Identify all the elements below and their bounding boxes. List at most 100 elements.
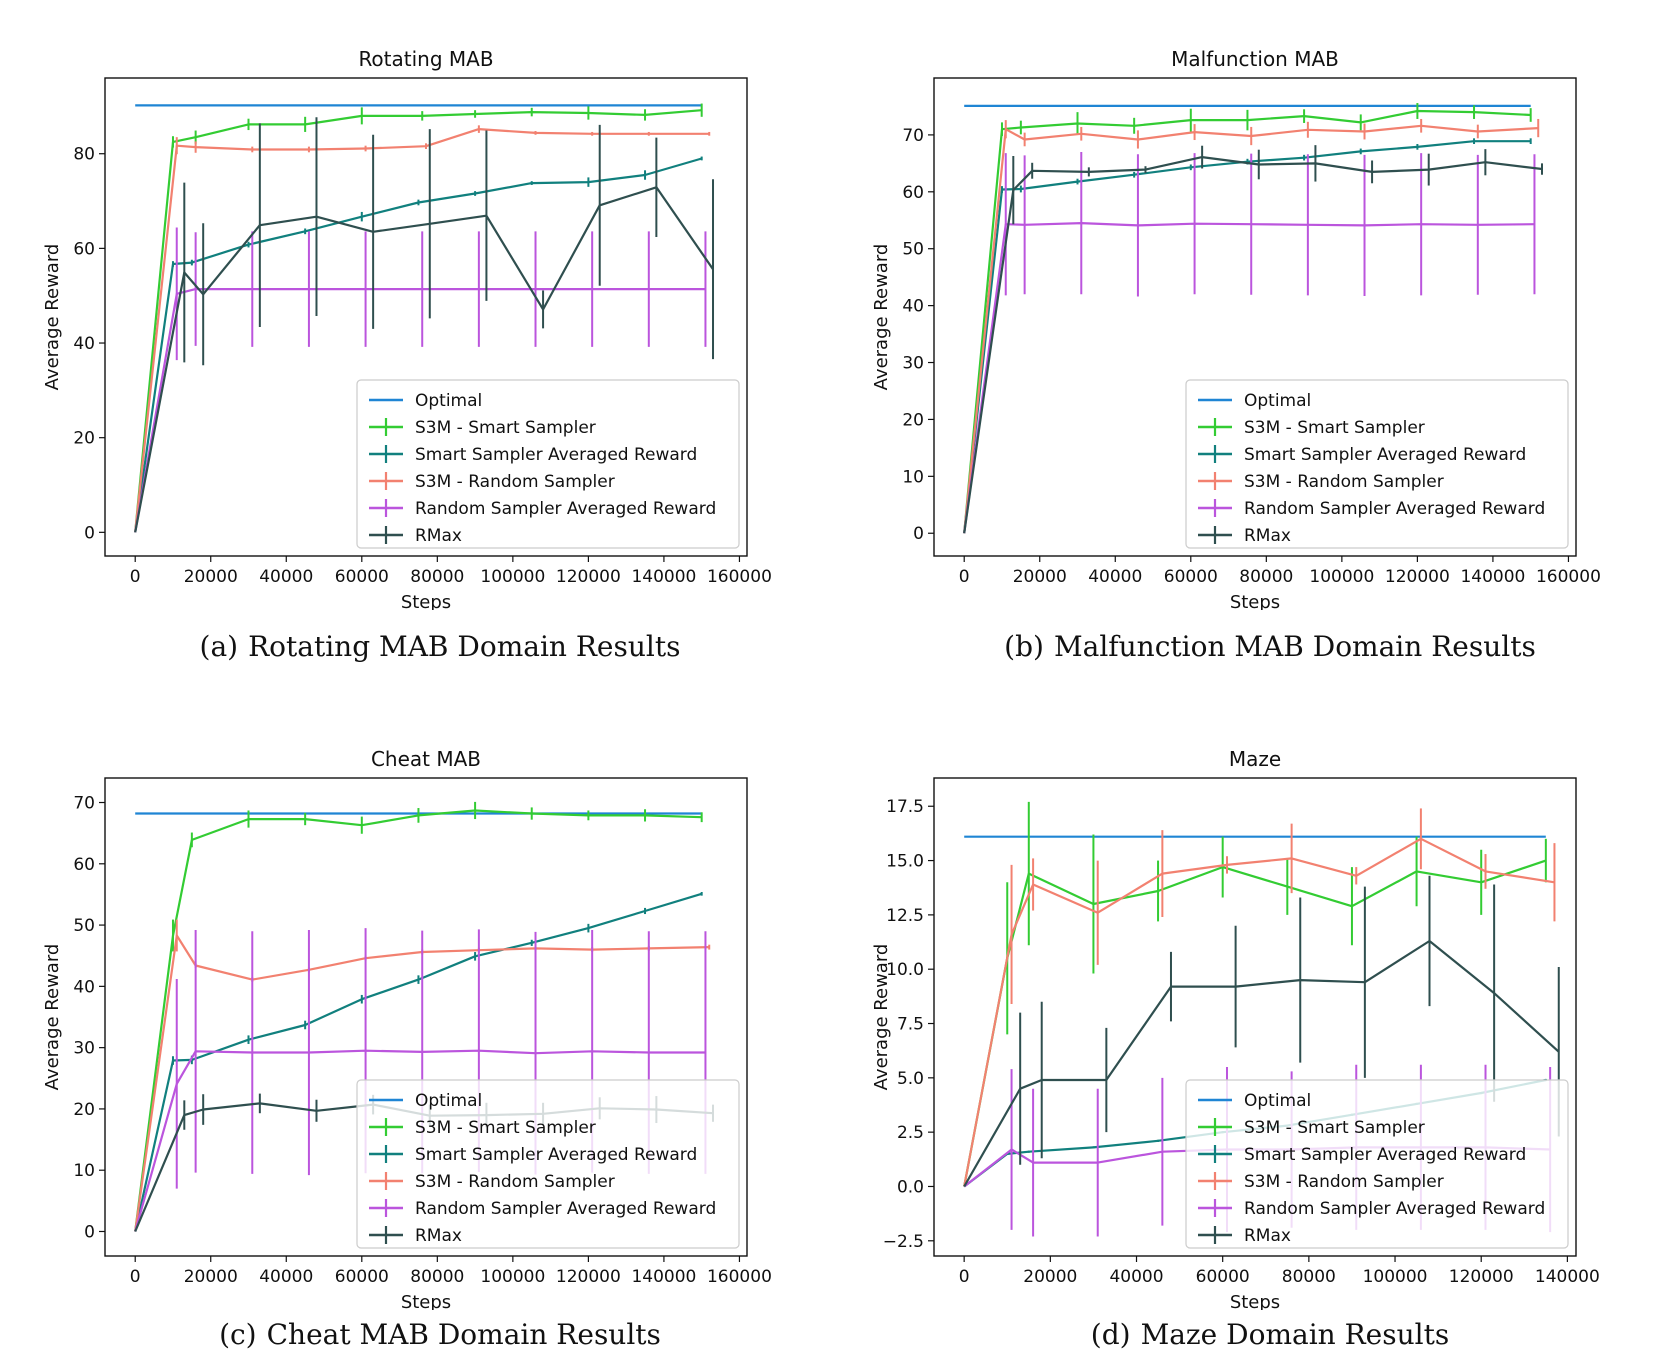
plot-area <box>134 801 715 1232</box>
series-s3m-random-sampler <box>963 808 1556 1187</box>
legend-label: Random Sampler Averaged Reward <box>1244 499 1545 519</box>
series-line <box>963 109 1531 534</box>
x-tick-label: 60000 <box>1196 1267 1250 1287</box>
chart-title: Cheat MAB <box>371 747 481 771</box>
legend-item-s3m-random-sampler: S3M - Random Sampler <box>1198 472 1444 492</box>
legend-item-smart-sampler-averaged-reward: Smart Sampler Averaged Reward <box>369 445 697 465</box>
legend-label: S3M - Smart Sampler <box>1244 418 1425 438</box>
series-s3m-random-sampler <box>134 125 711 533</box>
x-tick-label: 0 <box>959 567 970 587</box>
series-rmax <box>963 145 1544 534</box>
chart-panel-rotating-mab: Rotating MAB 0 20000 40000 60000 80000 100000 1… <box>0 0 829 613</box>
legend-item-smart-sampler-averaged-reward: Smart Sampler Averaged Reward <box>1198 445 1526 465</box>
y-tick-label: 60 <box>902 183 924 203</box>
x-tick-label: 100000 <box>480 567 545 587</box>
x-tick-label: 20000 <box>1023 1267 1077 1287</box>
x-tick-label: 140000 <box>1460 567 1525 587</box>
legend-label: Random Sampler Averaged Reward <box>1244 1199 1545 1219</box>
chart-title: Maze <box>1229 747 1281 771</box>
x-tick-label: 120000 <box>1449 1267 1514 1287</box>
y-tick-label: 15.0 <box>886 852 924 872</box>
x-tick-label: 80000 <box>410 1267 464 1287</box>
legend-label: Optimal <box>1244 391 1311 411</box>
y-tick-label: 7.5 <box>897 1015 924 1035</box>
axes-frame <box>104 777 748 1257</box>
y-tick-label: 10 <box>902 467 924 487</box>
series-line <box>963 222 1535 534</box>
legend-item-random-sampler-averaged-reward: Random Sampler Averaged Reward <box>1198 1199 1545 1219</box>
y-tick-label: 30 <box>902 354 924 374</box>
x-tick-label: 0 <box>130 1267 141 1287</box>
x-tick-label: 100000 <box>1309 567 1374 587</box>
x-tick-label: 60000 <box>335 1267 389 1287</box>
y-axis-label: Average Reward <box>42 244 63 391</box>
y-tick-label: 5.0 <box>897 1069 924 1089</box>
series-line <box>134 288 706 533</box>
y-tick-label: −2.5 <box>883 1232 924 1252</box>
y-tick-label: 30 <box>73 1039 95 1059</box>
y-tick-label: 70 <box>73 794 95 814</box>
series-line <box>134 809 702 1232</box>
legend: Optimal S3M - Smart Sampler Smart Sampler … <box>1185 1079 1569 1249</box>
y-tick-label: 12.5 <box>886 906 924 926</box>
legend-label: Optimal <box>415 391 482 411</box>
caption-tag: (c) <box>219 1318 257 1351</box>
legend-item-rmax: RMax <box>1198 526 1291 546</box>
legend-label: S3M - Random Sampler <box>415 472 615 492</box>
series-line <box>963 156 1543 534</box>
x-tick-label: 120000 <box>556 567 621 587</box>
legend-box <box>1185 379 1569 549</box>
legend-box <box>356 379 740 549</box>
legend-label: S3M - Smart Sampler <box>415 418 596 438</box>
legend-label: Optimal <box>415 1091 482 1111</box>
series-line <box>134 934 710 1232</box>
x-tick-label: 40000 <box>1088 567 1142 587</box>
chart-title: Rotating MAB <box>358 47 493 71</box>
caption-tag: (a) <box>199 630 239 663</box>
y-tick-label: 10.0 <box>886 960 924 980</box>
x-tick-label: 20000 <box>184 1267 238 1287</box>
x-axis-label: Steps <box>401 1292 451 1310</box>
legend-label: Smart Sampler Averaged Reward <box>1244 445 1526 465</box>
plot-area <box>134 103 715 533</box>
y-axis-label: Average Reward <box>42 944 63 1091</box>
series-smart-sampler-averaged-reward <box>134 156 703 533</box>
y-tick-label: 80 <box>73 145 95 165</box>
legend-item-rmax: RMax <box>369 526 462 546</box>
caption-text: Cheat MAB Domain Results <box>266 1318 661 1351</box>
y-tick-label: 40 <box>73 334 95 354</box>
x-tick-label: 80000 <box>1282 1267 1336 1287</box>
axes-frame <box>933 77 1577 557</box>
chart-panel-malfunction-mab: Malfunction MAB 0 20000 40000 60000 80000 1000… <box>829 0 1658 613</box>
axes-frame <box>104 77 748 557</box>
caption-a: (a) Rotating MAB Domain Results <box>60 630 820 663</box>
y-tick-label: 20 <box>73 1100 95 1120</box>
x-tick-label: 40000 <box>259 1267 313 1287</box>
legend: Optimal S3M - Smart Sampler Smart Sampler … <box>356 379 740 549</box>
series-line <box>134 892 703 1232</box>
y-tick-label: 0 <box>913 524 924 544</box>
series-line <box>134 109 702 533</box>
series-line <box>134 1049 706 1232</box>
series-s3m-smart-sampler <box>963 103 1532 534</box>
chart-svg: Cheat MAB 0 20000 40000 60000 80000 100000 1200… <box>42 747 772 1313</box>
legend-item-random-sampler-averaged-reward: Random Sampler Averaged Reward <box>369 499 716 519</box>
legend: Optimal S3M - Smart Sampler Smart Sampler … <box>1185 379 1569 549</box>
legend-item-smart-sampler-averaged-reward: Smart Sampler Averaged Reward <box>1198 1145 1526 1165</box>
x-tick-label: 0 <box>959 1267 970 1287</box>
legend-label: Smart Sampler Averaged Reward <box>1244 1145 1526 1165</box>
x-tick-label: 20000 <box>184 567 238 587</box>
x-tick-label: 160000 <box>707 567 772 587</box>
caption-tag: (b) <box>1004 630 1044 663</box>
x-tick-label: 140000 <box>631 1267 696 1287</box>
chart-title: Malfunction MAB <box>1171 47 1339 71</box>
x-tick-label: 160000 <box>707 1267 772 1287</box>
chart-svg: Rotating MAB 0 20000 40000 60000 80000 100000 1… <box>42 47 772 613</box>
legend-item-optimal: Optimal <box>369 1091 482 1111</box>
legend-item-smart-sampler-averaged-reward: Smart Sampler Averaged Reward <box>369 1145 697 1165</box>
caption-b: (b) Malfunction MAB Domain Results <box>890 630 1650 663</box>
chart-svg: Malfunction MAB 0 20000 40000 60000 80000 1000… <box>871 47 1601 613</box>
y-tick-label: 17.5 <box>886 797 924 817</box>
legend-label: Smart Sampler Averaged Reward <box>415 1145 697 1165</box>
legend-label: S3M - Random Sampler <box>1244 1172 1444 1192</box>
